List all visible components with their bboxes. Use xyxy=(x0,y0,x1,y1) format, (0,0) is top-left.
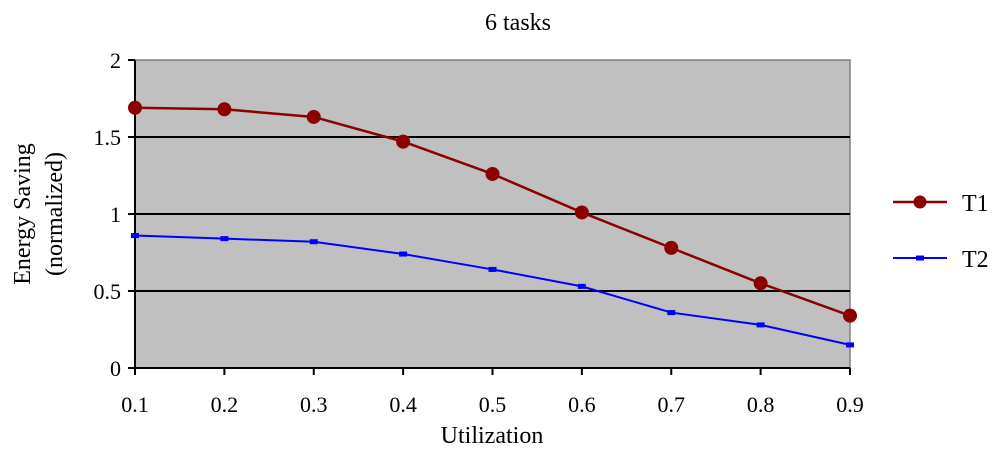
data-point-t2 xyxy=(488,266,497,272)
data-point-t2 xyxy=(667,310,676,316)
data-point-t1 xyxy=(485,166,500,181)
legend-label-t2: T2 xyxy=(962,247,989,273)
gridlines xyxy=(135,136,850,292)
x-tick-label: 0.3 xyxy=(300,392,328,417)
y-tick-label: 0.5 xyxy=(94,279,122,304)
legend: T1 T2 xyxy=(893,191,989,273)
x-tick-label: 0.2 xyxy=(211,392,239,417)
y-axis-title: Energy Saving (normalized) xyxy=(10,143,68,285)
x-tick-label: 0.1 xyxy=(121,392,149,417)
legend-item-t2: T2 xyxy=(893,247,989,273)
data-point-t2 xyxy=(756,322,765,328)
x-tick-label: 0.6 xyxy=(568,392,596,417)
data-point-t1 xyxy=(664,240,679,255)
y-axis: 0 0.5 1 1.5 2 xyxy=(94,48,136,381)
data-point-t1 xyxy=(396,134,411,149)
x-tick-label: 0.7 xyxy=(658,392,686,417)
x-tick-label: 0.8 xyxy=(747,392,775,417)
data-point-t2 xyxy=(846,342,854,348)
data-point-t2 xyxy=(220,236,229,242)
data-point-t1 xyxy=(217,102,232,117)
data-point-t1 xyxy=(128,100,142,115)
y-tick-label: 1.5 xyxy=(94,125,122,150)
legend-marker-t2 xyxy=(916,255,924,261)
x-tick-label: 0.9 xyxy=(836,392,864,417)
x-tick-label: 0.5 xyxy=(479,392,507,417)
data-point-t2 xyxy=(577,283,586,289)
data-point-t1 xyxy=(843,308,857,323)
x-axis-title: Utilization xyxy=(441,423,544,449)
data-point-t1 xyxy=(306,109,321,124)
y-axis-title-line2: (normalized) xyxy=(42,152,68,276)
y-axis-title-line1: Energy Saving xyxy=(10,143,36,285)
legend-label-t1: T1 xyxy=(962,191,989,217)
legend-marker-t1 xyxy=(913,195,927,209)
chart-title: 6 tasks xyxy=(485,10,551,36)
y-tick-label: 0 xyxy=(110,356,121,381)
data-point-t2 xyxy=(131,233,139,239)
y-tick-label: 2 xyxy=(110,48,121,73)
legend-item-t1: T1 xyxy=(893,191,989,217)
series-layer xyxy=(128,100,857,348)
data-point-t1 xyxy=(753,276,768,291)
data-point-t2 xyxy=(309,239,318,245)
x-axis: 0.1 0.2 0.3 0.4 0.5 0.6 0.7 0.8 0.9 xyxy=(121,367,864,417)
y-tick-label: 1 xyxy=(110,202,121,227)
data-point-t1 xyxy=(574,205,589,220)
x-tick-label: 0.4 xyxy=(389,392,417,417)
data-point-t2 xyxy=(399,251,408,257)
